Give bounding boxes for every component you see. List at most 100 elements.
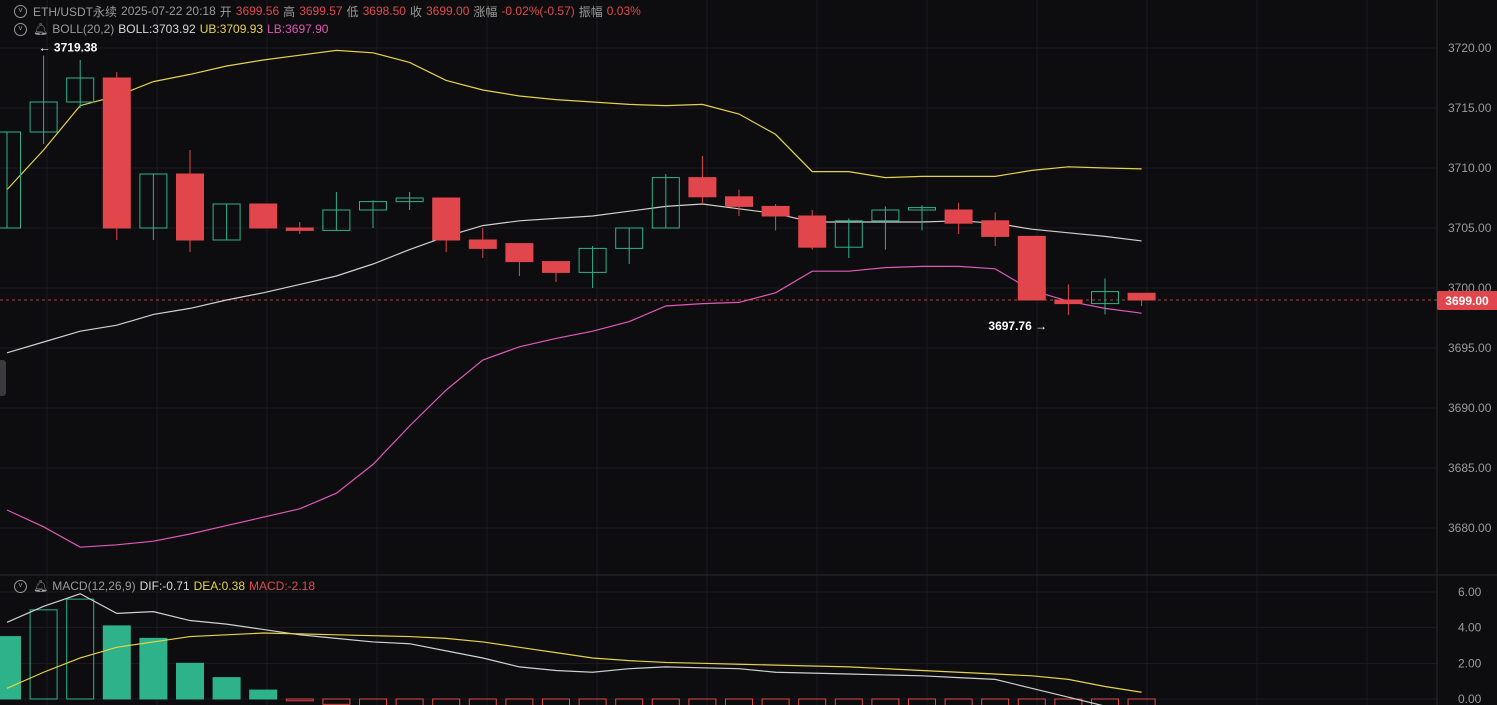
candle-up [908, 207, 936, 211]
macd-hist-bar-neg [322, 698, 351, 705]
candle-down [944, 209, 973, 224]
candle-up [871, 209, 900, 222]
boll-upper-line [6, 49, 1142, 191]
macd-hist-bar-neg [432, 698, 461, 705]
candle-down [798, 215, 827, 248]
collapse-icon[interactable]: ˅ [14, 579, 27, 593]
close-label: 收 [409, 4, 422, 19]
close-value: 3699.00 [426, 4, 470, 18]
collapse-icon[interactable]: ˅ [14, 22, 27, 36]
macd-y-tick-label: 0.00 [1458, 692, 1482, 705]
candle-down [432, 197, 461, 241]
bell-icon[interactable]: 🔔︎ [33, 579, 49, 593]
current-price-tag: 3699.00 [1437, 291, 1497, 310]
macd-hist-bar-pos [212, 677, 241, 700]
bell-icon[interactable]: 🔔︎ [33, 22, 49, 36]
macd-hist-bar-neg [1127, 698, 1156, 705]
macd-hist-bar-neg [285, 698, 314, 702]
macd-dif-value: DIF:-0.71 [139, 579, 190, 593]
candle-up [834, 220, 863, 248]
candle-down [981, 220, 1010, 237]
macd-name: MACD(12,26,9) [52, 579, 136, 593]
candle-down [688, 177, 717, 198]
y-tick-label: 3690.00 [1448, 401, 1492, 415]
y-tick-label: 3695.00 [1448, 341, 1492, 355]
macd-hist-bar-neg [871, 698, 900, 705]
macd-hist-bar-neg [981, 698, 1010, 705]
macd-y-tick-label: 6.00 [1458, 585, 1482, 599]
macd-hist-bar-neg [542, 698, 570, 705]
candle-down [468, 239, 497, 249]
candle-up [212, 203, 241, 241]
macd-hist-bar-neg [725, 698, 753, 705]
ohlc-header: ˅ ETH/USDT永续 2025-07-22 20:18 开 3699.56 … [14, 2, 645, 20]
y-tick-label: 3685.00 [1448, 461, 1492, 475]
candle-down [761, 205, 790, 217]
candle-up [322, 209, 351, 231]
macd-y-tick-label: 2.00 [1458, 656, 1482, 670]
y-tick-label: 3720.00 [1448, 41, 1492, 55]
macd-hist-bar-pos [139, 637, 168, 700]
amplitude-label: 振幅 [578, 4, 603, 19]
candle-up [139, 173, 168, 229]
y-tick-label: 3710.00 [1448, 161, 1492, 175]
candle-down [1054, 299, 1083, 305]
macd-dif-line [6, 593, 1103, 705]
candle-down [1017, 235, 1046, 301]
boll-lower-line [6, 265, 1142, 548]
change-label: 涨幅 [473, 4, 498, 19]
candle-up [0, 131, 21, 229]
macd-hist-bar-neg [615, 698, 644, 705]
candle-down [542, 261, 570, 273]
collapse-icon[interactable]: ˅ [14, 4, 27, 18]
low-value: 3698.50 [362, 4, 406, 18]
macd-hist-bar-pos [176, 662, 204, 700]
macd-header: ˅ 🔔︎ MACD(12,26,9) DIF:-0.71 DEA:0.38 MA… [14, 577, 319, 595]
candle-up [651, 177, 680, 229]
boll-mid-value: BOLL:3703.92 [118, 22, 196, 36]
y-tick-label: 3715.00 [1448, 101, 1492, 115]
candle-up [359, 201, 387, 211]
open-label: 开 [219, 4, 232, 19]
macd-hist-bar-neg [688, 698, 717, 705]
candle-up [66, 77, 95, 103]
macd-hist-bar-neg [944, 698, 973, 705]
candle-up [615, 227, 644, 249]
macd-dea-value: DEA:0.38 [193, 579, 245, 593]
macd-hist-bar-pos [29, 609, 58, 700]
macd-hist-bar-neg [468, 698, 497, 705]
boll-header: ˅ 🔔︎ BOLL(20,2) BOLL:3703.92 UB:3709.93 … [14, 20, 332, 38]
candle-down [1127, 292, 1156, 301]
side-panel-handle[interactable] [0, 360, 6, 396]
candle-down [176, 173, 204, 241]
candle-down [505, 243, 534, 263]
macd-y-tick-label: 4.00 [1458, 621, 1482, 635]
macd-hist-bar-pos [249, 689, 278, 700]
macd-hist-bar-neg [1017, 698, 1046, 705]
macd-hist-bar-neg [798, 698, 827, 705]
candle-down [249, 203, 278, 229]
candle-up [29, 101, 58, 133]
macd-hist-bar-neg [908, 698, 936, 705]
boll-name: BOLL(20,2) [52, 22, 115, 36]
candle-up [1091, 291, 1119, 305]
candle-down [725, 196, 753, 207]
macd-hist-bar-pos [66, 598, 95, 700]
macd-hist-bar-neg [761, 698, 790, 705]
macd-hist-bar-neg [359, 698, 387, 705]
amplitude-value: 0.03% [606, 4, 641, 18]
price-annotation: ← 3719.38 [39, 40, 98, 54]
macd-hist-bar-neg [395, 698, 424, 705]
price-annotation: 3697.76 → [988, 319, 1047, 333]
y-tick-label: 3705.00 [1448, 221, 1492, 235]
macd-macd-value: MACD:-2.18 [249, 579, 316, 593]
macd-hist-bar-pos [0, 636, 21, 700]
boll-lb-value: LB:3697.90 [267, 22, 329, 36]
open-value: 3699.56 [235, 4, 280, 18]
macd-hist-bar-neg [505, 698, 534, 705]
candle-up [395, 197, 424, 203]
macd-hist-bar-neg [1054, 698, 1083, 705]
change-value: -0.02%(-0.57) [501, 4, 575, 18]
macd-hist-bar-neg [578, 698, 607, 705]
